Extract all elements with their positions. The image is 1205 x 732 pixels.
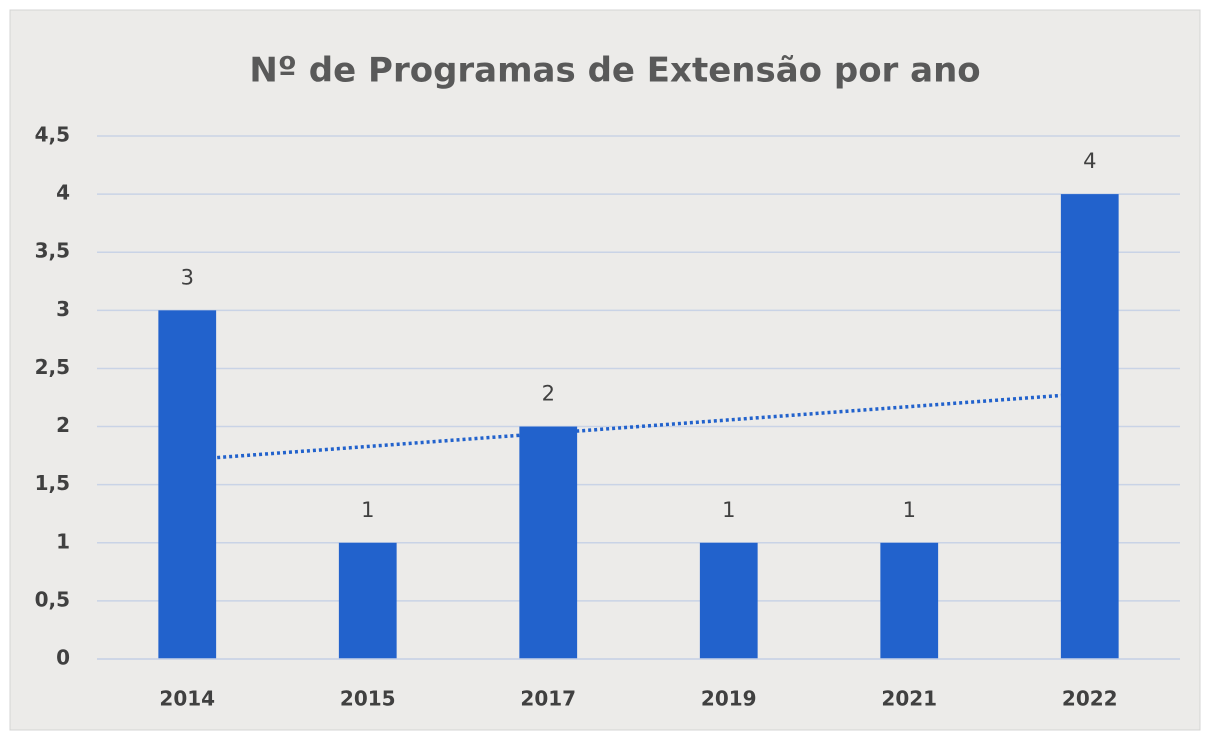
x-tick-label: 2021 [881,687,937,711]
bar [158,310,217,659]
trendline [187,391,1090,462]
y-tick-label: 1,5 [35,471,70,495]
data-label: 1 [361,498,374,522]
y-tick-label: 3 [56,297,70,321]
y-tick-label: 3,5 [35,239,70,263]
y-tick-label: 2,5 [35,355,70,379]
y-tick-label: 0 [56,646,70,670]
data-label: 3 [181,265,194,289]
y-tick-label: 4,5 [35,123,70,147]
y-tick-label: 2 [56,413,70,437]
x-tick-label: 2017 [520,687,576,711]
y-tick-label: 1 [56,529,70,553]
bar [519,426,578,659]
y-tick-label: 0,5 [35,587,70,611]
x-tick-label: 2022 [1062,687,1118,711]
data-label: 1 [903,498,916,522]
x-tick-label: 2019 [701,687,757,711]
y-tick-label: 4 [56,181,70,205]
data-label: 2 [542,382,555,406]
chart-title: Nº de Programas de Extensão por ano [249,51,980,91]
bar [338,542,397,659]
bar [699,542,758,659]
bar [880,542,939,659]
x-tick-label: 2015 [340,687,396,711]
data-label: 1 [722,498,735,522]
x-tick-label: 2014 [159,687,215,711]
data-label: 4 [1083,149,1096,173]
bar [1060,194,1119,659]
